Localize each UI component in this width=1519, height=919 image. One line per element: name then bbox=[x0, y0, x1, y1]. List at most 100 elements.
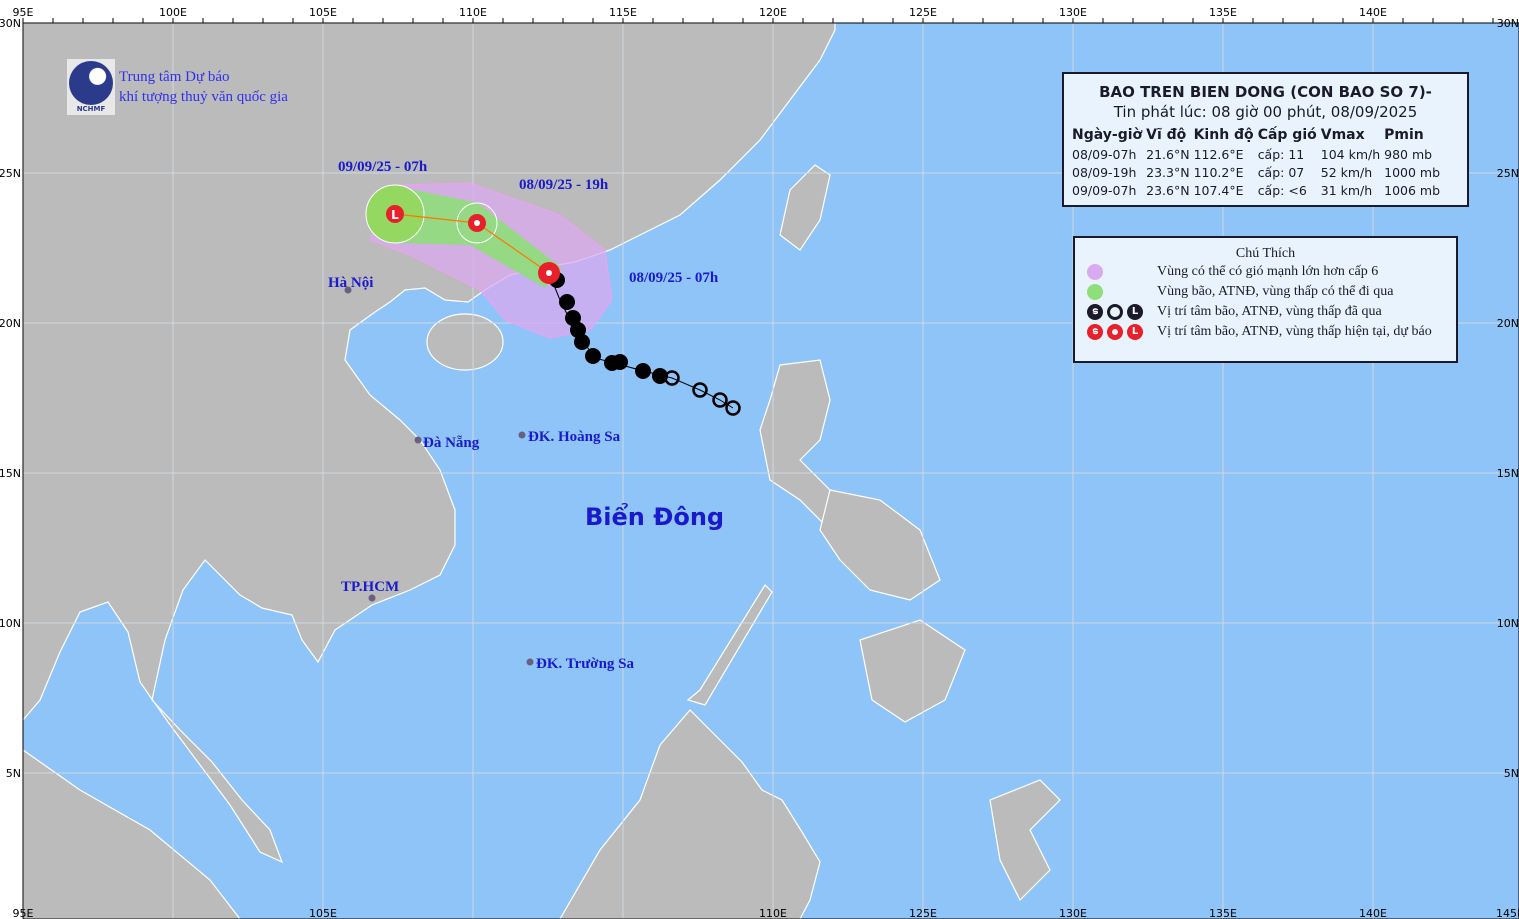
table-cell: 23.3°N bbox=[1146, 164, 1190, 180]
storm-table: Ngày-giờ Vĩ độ Kinh độ Cấp gió Vmax Pmin 08/0… bbox=[1072, 125, 1444, 199]
table-cell: cấp: <6 bbox=[1257, 182, 1307, 198]
label-08-07h: 08/09/25 - 07h bbox=[629, 270, 719, 286]
svg-text:ĐK. Trường Sa: ĐK. Trường Sa bbox=[536, 656, 635, 672]
lon-tick-label: 145E bbox=[1496, 907, 1519, 919]
lat-tick-label: 25N bbox=[0, 167, 21, 180]
table-cell: 980 mb bbox=[1384, 146, 1433, 162]
table-cell: 21.6°N bbox=[1146, 146, 1190, 162]
past-position-ring-icon bbox=[664, 370, 680, 386]
table-row: 08/09-07h 21.6°N 112.6°E cấp: 11 104 km/h 980… bbox=[1072, 145, 1444, 163]
lat-tick-label: 20N bbox=[1497, 317, 1519, 330]
table-cell: 1006 mb bbox=[1384, 182, 1441, 198]
lon-tick-label: 135E bbox=[1209, 6, 1237, 19]
lon-tick-label: 130E bbox=[1059, 6, 1087, 19]
table-cell: 09/09-07h bbox=[1072, 182, 1137, 198]
green-circle-icon bbox=[1087, 284, 1103, 300]
lon-tick-label: 105E bbox=[309, 907, 337, 919]
city-hanoi: Hà Nội bbox=[328, 275, 373, 294]
table-cell: 112.6°E bbox=[1193, 146, 1244, 162]
past-typhoon-icon bbox=[635, 363, 651, 379]
lon-tick-label: 105E bbox=[309, 6, 337, 19]
typhoon-icon: ട bbox=[1087, 324, 1103, 340]
low-pressure-icon bbox=[386, 205, 404, 223]
legend-item: Vùng bão, ATNĐ, vùng thấp có thể đi qua bbox=[1087, 282, 1456, 302]
table-cell: 110.2°E bbox=[1193, 164, 1244, 180]
table-cell: 104 km/h bbox=[1320, 146, 1381, 162]
table-row: 08/09-19h 23.3°N 110.2°E cấp: 07 52 km/h 1000… bbox=[1072, 163, 1444, 181]
island-truongsa: ĐK. Trường Sa bbox=[526, 656, 635, 672]
ring-icon bbox=[1107, 304, 1123, 320]
issued-time: Tin phát lúc: 08 giờ 00 phút, 08/09/2025 bbox=[1113, 103, 1418, 121]
low-pressure-icon: L bbox=[1127, 304, 1143, 320]
taiwan bbox=[779, 164, 831, 251]
lat-tick-label: 30N bbox=[0, 17, 21, 30]
lon-tick-label: 120E bbox=[759, 6, 787, 19]
column-header: Cấp gió bbox=[1257, 127, 1317, 143]
column-header: Ngày-giờ bbox=[1072, 127, 1143, 143]
lon-tick-label: 110E bbox=[459, 6, 487, 19]
lon-tick-label: 135E bbox=[1209, 907, 1237, 919]
hainan bbox=[426, 313, 504, 371]
org-name-line2: khí tượng thuỷ văn quốc gia bbox=[119, 89, 288, 105]
map-frame bbox=[22, 22, 1519, 919]
label-08-19h: 08/09/25 - 19h bbox=[519, 177, 609, 193]
org-name-line1: Trung tâm Dự báo bbox=[119, 69, 230, 85]
lat-tick-label: 10N bbox=[1497, 617, 1519, 630]
table-cell: cấp: 11 bbox=[1257, 146, 1305, 162]
forecast-position-07h: L bbox=[386, 205, 404, 223]
storm-info-box: BAO TREN BIEN DONG (CON BAO SO 7)- Tin p… bbox=[1062, 72, 1469, 207]
table-cell: cấp: 07 bbox=[1257, 164, 1305, 180]
storm-title: BAO TREN BIEN DONG (CON BAO SO 7)- bbox=[1099, 83, 1432, 101]
legend-title: Chú Thích bbox=[1235, 246, 1296, 261]
city-danang: Đà Nẵng bbox=[414, 435, 480, 451]
legend-item: ട L Vị trí tâm bão, ATNĐ, vùng thấp đã qua bbox=[1087, 302, 1456, 322]
legend-item: ട L Vị trí tâm bão, ATNĐ, vùng thấp hiện t… bbox=[1087, 322, 1456, 342]
visayas bbox=[819, 489, 941, 601]
borneo bbox=[559, 709, 821, 919]
past-position-ring-icon bbox=[692, 382, 708, 398]
lon-tick-label: 100E bbox=[159, 6, 187, 19]
palawan bbox=[686, 584, 773, 706]
past-typhoon-icon bbox=[574, 334, 590, 350]
low-pressure-icon: L bbox=[1127, 324, 1143, 340]
column-header: Vĩ độ bbox=[1146, 127, 1187, 143]
past-position-ring-icon bbox=[712, 392, 728, 408]
lon-tick-label: 115E bbox=[609, 6, 637, 19]
lon-tick-label: 130E bbox=[1059, 907, 1087, 919]
legend-item: Vùng có thể có gió mạnh lớn hơn cấp 6 bbox=[1087, 262, 1456, 282]
svg-text:Đà Nẵng: Đà Nẵng bbox=[423, 435, 480, 451]
island-hoangsa: ĐK. Hoàng Sa bbox=[518, 429, 621, 445]
column-header: Pmin bbox=[1384, 127, 1424, 143]
lon-tick-label: 125E bbox=[909, 6, 937, 19]
past-typhoon-icon bbox=[652, 368, 668, 384]
past-typhoon-icon bbox=[585, 348, 601, 364]
past-typhoon-icon bbox=[612, 354, 628, 370]
lat-tick-label: 15N bbox=[1497, 467, 1519, 480]
city-hcm: TP.HCM bbox=[341, 579, 399, 602]
table-cell: 08/09-19h bbox=[1072, 164, 1137, 180]
sumatra bbox=[22, 748, 241, 919]
table-cell: 31 km/h bbox=[1320, 182, 1373, 198]
past-typhoon-icon bbox=[559, 294, 575, 310]
label-09-07h: 09/09/25 - 07h bbox=[338, 159, 428, 175]
past-typhoon-icon bbox=[565, 310, 581, 326]
forecast-circle-1 bbox=[456, 202, 498, 244]
mindanao bbox=[859, 619, 966, 723]
lat-tick-label: 5N bbox=[1504, 767, 1519, 780]
nchmf-emblem: NCHMF bbox=[67, 59, 115, 115]
sea-name: Biển Đông bbox=[585, 501, 724, 531]
svg-text:TP.HCM: TP.HCM bbox=[341, 579, 399, 595]
lon-tick-label: 140E bbox=[1359, 6, 1387, 19]
lon-tick-label: 110E bbox=[759, 907, 787, 919]
org-logo: NCHMF Trung tâm Dự báo khí tượng thuỷ văn… bbox=[67, 59, 288, 115]
purple-circle-icon bbox=[1087, 264, 1103, 280]
table-cell: 1000 mb bbox=[1384, 164, 1441, 180]
table-cell: 52 km/h bbox=[1320, 164, 1373, 180]
table-cell: 107.4°E bbox=[1193, 182, 1244, 198]
lat-tick-label: 30N bbox=[1497, 17, 1519, 30]
svg-text:ĐK. Hoàng Sa: ĐK. Hoàng Sa bbox=[528, 429, 621, 445]
current-position bbox=[538, 262, 560, 284]
typhoon-icon: ട bbox=[1087, 304, 1103, 320]
table-cell: 08/09-07h bbox=[1072, 146, 1137, 162]
past-position-ring-icon bbox=[725, 400, 741, 416]
